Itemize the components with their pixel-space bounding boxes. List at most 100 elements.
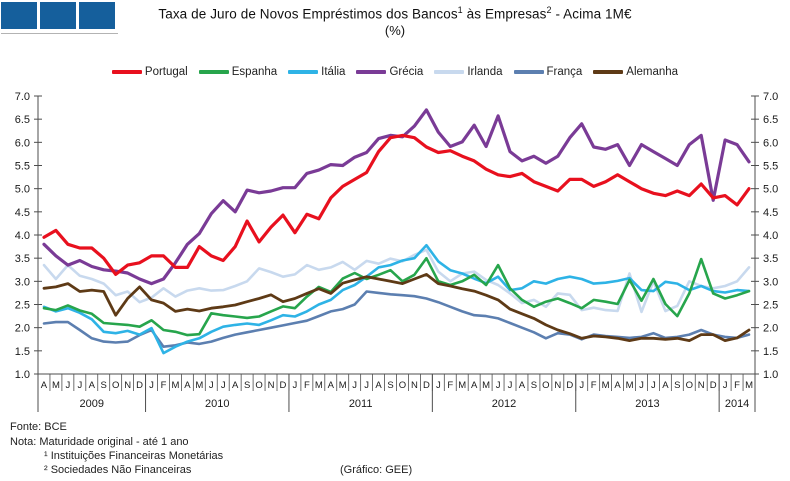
y-axis-label-left: 2.0 bbox=[15, 323, 30, 335]
y-axis-label-right: 6.0 bbox=[763, 137, 778, 149]
y-axis-label-right: 1.0 bbox=[763, 369, 778, 381]
legend-label: Portugal bbox=[144, 66, 188, 78]
x-month-label: D bbox=[136, 380, 143, 391]
x-month-label: O bbox=[686, 380, 693, 391]
y-axis-label-left: 5.0 bbox=[15, 184, 30, 196]
y-axis-label-left: 3.5 bbox=[15, 253, 30, 265]
x-month-label: F bbox=[304, 380, 310, 391]
x-month-label: F bbox=[734, 380, 740, 391]
x-month-label: A bbox=[328, 380, 335, 391]
x-month-label: J bbox=[436, 380, 441, 391]
x-month-label: D bbox=[566, 380, 573, 391]
y-axis-label-right: 5.0 bbox=[763, 184, 778, 196]
x-month-label: A bbox=[614, 380, 621, 391]
x-month-label: J bbox=[352, 380, 357, 391]
x-month-label: A bbox=[184, 380, 191, 391]
legend-item-portugal: Portugal bbox=[111, 66, 188, 78]
logo-square-2 bbox=[40, 2, 76, 29]
x-month-label: F bbox=[447, 380, 453, 391]
logo-underline bbox=[1, 33, 118, 34]
x-month-label: J bbox=[66, 380, 71, 391]
x-year-label: 2012 bbox=[492, 398, 516, 410]
y-axis-label-left: 4.5 bbox=[15, 207, 30, 219]
x-month-label: A bbox=[232, 380, 239, 391]
legend-item-alemanha: Alemanha bbox=[593, 66, 678, 78]
x-month-label: N bbox=[411, 380, 418, 391]
x-month-label: F bbox=[591, 380, 597, 391]
x-month-label: M bbox=[315, 380, 323, 391]
y-axis-label-right: 2.0 bbox=[763, 323, 778, 335]
series-line-italia bbox=[42, 243, 751, 355]
legend-swatch bbox=[111, 70, 142, 74]
footnote-2: ² Sociedades Não Financeiras bbox=[44, 464, 192, 476]
x-month-label: M bbox=[52, 380, 60, 391]
x-month-label: J bbox=[149, 380, 154, 391]
x-month-label: M bbox=[482, 380, 490, 391]
legend-swatch bbox=[434, 70, 465, 74]
x-year-label: 2014 bbox=[725, 398, 749, 410]
x-month-label: J bbox=[723, 380, 728, 391]
x-month-label: J bbox=[496, 380, 501, 391]
series-line-espanha bbox=[42, 256, 751, 337]
y-axis-label-left: 6.0 bbox=[15, 137, 30, 149]
x-year-label: 2011 bbox=[349, 398, 373, 410]
x-month-label: A bbox=[519, 380, 526, 391]
x-month-label: O bbox=[399, 380, 406, 391]
credit-note: (Gráfico: GEE) bbox=[340, 464, 413, 476]
legend-item-irlanda: Irlanda bbox=[434, 66, 503, 78]
legend-label: Irlanda bbox=[467, 66, 503, 78]
series-line-franca bbox=[42, 290, 751, 349]
y-axis-label-right: 2.5 bbox=[763, 300, 778, 312]
series-line-alemanha bbox=[42, 272, 751, 343]
title-footnote-ref-2: 2 bbox=[546, 5, 552, 15]
x-month-label: D bbox=[280, 380, 287, 391]
y-axis-label-right: 6.5 bbox=[763, 114, 778, 126]
x-month-label: A bbox=[662, 380, 669, 391]
x-year-label: 2009 bbox=[80, 398, 104, 410]
x-month-label: A bbox=[41, 380, 48, 391]
y-axis-label-right: 1.5 bbox=[763, 346, 778, 358]
x-month-label: M bbox=[745, 380, 753, 391]
legend-item-grecia: Grécia bbox=[356, 66, 423, 78]
x-month-label: N bbox=[124, 380, 131, 391]
legend-item-franca: França bbox=[513, 66, 583, 78]
logo-square-3 bbox=[79, 2, 115, 29]
y-axis-label-right: 4.0 bbox=[763, 230, 778, 242]
y-axis-label-left: 1.5 bbox=[15, 346, 30, 358]
x-month-label: J bbox=[77, 380, 82, 391]
x-month-label: N bbox=[268, 380, 275, 391]
x-month-label: D bbox=[710, 380, 717, 391]
chart-legend: Portugal Espanha Itália Grécia Irlanda França… bbox=[0, 66, 790, 78]
y-axis-label-right: 3.0 bbox=[763, 276, 778, 288]
title-text: Taxa de Juro de Novos Empréstimos dos Ba… bbox=[158, 6, 458, 22]
chart-subtitle: (%) bbox=[384, 23, 406, 38]
legend-swatch bbox=[198, 70, 229, 74]
y-axis-label-right: 7.0 bbox=[763, 91, 778, 103]
x-month-label: J bbox=[293, 380, 298, 391]
y-axis-label-right: 4.5 bbox=[763, 207, 778, 219]
x-month-label: J bbox=[639, 380, 644, 391]
x-month-label: S bbox=[674, 380, 680, 391]
legend-item-italia: Itália bbox=[288, 66, 345, 78]
x-month-label: M bbox=[626, 380, 634, 391]
x-month-label: M bbox=[195, 380, 203, 391]
x-month-label: A bbox=[471, 380, 478, 391]
series-line-irlanda bbox=[42, 248, 751, 314]
y-axis-label-left: 5.5 bbox=[15, 161, 30, 173]
y-axis-label-left: 6.5 bbox=[15, 114, 30, 126]
legend-item-espanha: Espanha bbox=[198, 66, 278, 78]
x-month-label: J bbox=[579, 380, 584, 391]
maturity-note: Nota: Maturidade original - até 1 ano bbox=[10, 436, 189, 448]
footnote-1: ¹ Instituições Financeiras Monetárias bbox=[44, 450, 224, 462]
legend-label: França bbox=[546, 66, 583, 78]
legend-label: Alemanha bbox=[626, 66, 679, 78]
y-axis-label-left: 2.5 bbox=[15, 300, 30, 312]
legend-label: Espanha bbox=[231, 66, 278, 78]
legend-swatch bbox=[356, 70, 387, 74]
x-month-label: S bbox=[101, 380, 107, 391]
x-month-label: M bbox=[339, 380, 347, 391]
x-month-label: S bbox=[531, 380, 537, 391]
x-month-label: M bbox=[171, 380, 179, 391]
y-axis-label-left: 3.0 bbox=[15, 276, 30, 288]
x-month-label: S bbox=[387, 380, 393, 391]
